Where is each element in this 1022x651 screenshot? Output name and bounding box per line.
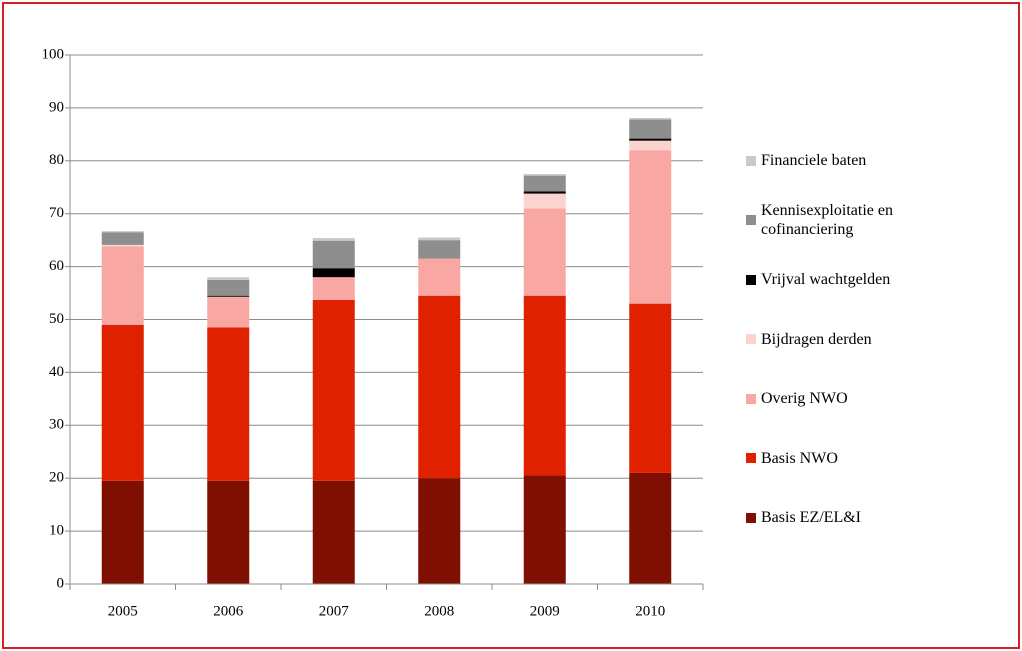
bar-segment <box>629 150 672 304</box>
bar-segment <box>207 279 250 296</box>
legend-label: Basis EZ/EL&I <box>761 509 861 527</box>
legend-entry: Basis NWO <box>746 429 986 489</box>
bar-segment <box>629 138 672 141</box>
y-tick-label: 20 <box>49 470 64 486</box>
x-tick-label: 2005 <box>108 603 138 619</box>
legend-entry: Kennisexploitatie en cofinanciering <box>746 191 986 251</box>
bar-segment <box>207 327 250 481</box>
legend-label: Kennisexploitatie en cofinanciering <box>761 202 893 239</box>
bar-segment <box>418 258 461 296</box>
bar-segment <box>101 324 144 481</box>
bar-segment <box>101 244 144 247</box>
y-tick-label: 70 <box>49 205 64 221</box>
legend-swatch <box>746 512 756 523</box>
bar-segment <box>207 277 250 280</box>
bar-segment <box>629 140 672 151</box>
legend-swatch <box>746 155 756 166</box>
bar-segment <box>523 475 566 584</box>
bar-segment <box>207 296 250 328</box>
legend-swatch <box>746 215 756 226</box>
bar-segment <box>101 246 144 325</box>
legend-label: Basis NWO <box>761 449 838 467</box>
bar-segment <box>101 231 144 233</box>
x-tick-label: 2008 <box>424 603 454 619</box>
legend-swatch <box>746 453 756 464</box>
bar-segment <box>523 295 566 476</box>
bar-segment <box>207 295 250 297</box>
y-tick-label: 30 <box>49 417 64 433</box>
x-tick-label: 2010 <box>635 603 665 619</box>
bar-segment <box>629 303 672 473</box>
bar-segment <box>523 174 566 176</box>
bar-segment <box>101 480 144 584</box>
bar-segment <box>312 268 355 278</box>
legend-entry: Basis EZ/EL&I <box>746 488 986 548</box>
bar-segment <box>312 299 355 481</box>
bar-segment <box>523 208 566 296</box>
bar-segment <box>523 193 566 209</box>
y-tick-label: 100 <box>42 46 65 62</box>
bar-segment <box>418 295 461 479</box>
y-tick-label: 80 <box>49 152 64 168</box>
bar-segment <box>418 240 461 259</box>
legend-entry: Overig NWO <box>746 369 986 429</box>
y-tick-label: 60 <box>49 258 64 274</box>
bar-segment <box>629 119 672 139</box>
y-tick-label: 50 <box>49 311 64 327</box>
bar-segment <box>629 117 672 120</box>
x-tick-label: 2006 <box>213 603 244 619</box>
y-tick-label: 0 <box>57 575 65 591</box>
legend-label: Financiele baten <box>761 152 867 170</box>
legend-entry: Vrijval wachtgelden <box>746 250 986 310</box>
legend-entry: Bijdragen derden <box>746 310 986 370</box>
legend-swatch <box>746 334 756 345</box>
bar-segment <box>418 478 461 584</box>
legend-entry: Financiele baten <box>746 131 986 191</box>
y-tick-label: 40 <box>49 364 64 380</box>
bar-segment <box>418 237 461 241</box>
y-tick-label: 90 <box>49 99 64 115</box>
bar-segment <box>207 480 250 584</box>
bar-segment <box>312 240 355 269</box>
x-tick-label: 2009 <box>530 603 560 619</box>
legend-swatch <box>746 274 756 285</box>
legend: Financiele baten Kennisexploitatie en cof… <box>746 131 986 548</box>
bar-segment <box>312 277 355 300</box>
bar-segment <box>523 191 566 194</box>
legend-label: Bijdragen derden <box>761 330 872 348</box>
bar-segment <box>629 472 672 584</box>
bar-segment <box>101 232 144 245</box>
legend-swatch <box>746 393 756 404</box>
legend-label: Vrijval wachtgelden <box>761 271 891 289</box>
bar-segment <box>312 238 355 241</box>
bar-segment <box>523 175 566 192</box>
x-tick-label: 2007 <box>319 603 350 619</box>
bar-segment <box>312 480 355 584</box>
legend-label: Overig NWO <box>761 390 848 408</box>
y-tick-label: 10 <box>49 523 64 539</box>
